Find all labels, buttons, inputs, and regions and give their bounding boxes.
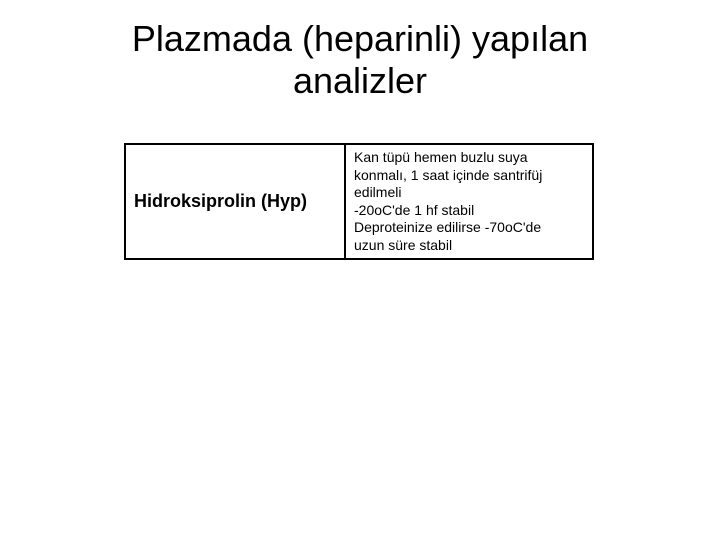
slide-title: Plazmada (heparinli) yapılan analizler — [0, 18, 720, 103]
instr-line: uzun süre stabil — [354, 237, 452, 253]
instr-line: edilmeli — [354, 184, 401, 200]
instr-line: konmalı, 1 saat içinde santrifüj — [354, 167, 542, 183]
instr-line: Kan tüpü hemen buzlu suya — [354, 149, 528, 165]
table-row: Hidroksiprolin (Hyp) Kan tüpü hemen buzl… — [125, 144, 593, 259]
analyses-table: Hidroksiprolin (Hyp) Kan tüpü hemen buzl… — [124, 143, 594, 260]
slide: Plazmada (heparinli) yapılan analizler H… — [0, 0, 720, 540]
title-line-2: analizler — [293, 60, 427, 101]
analyte-name-cell: Hidroksiprolin (Hyp) — [125, 144, 345, 259]
title-line-1: Plazmada (heparinli) yapılan — [132, 18, 588, 59]
instr-line: -20oC'de 1 hf stabil — [354, 202, 474, 218]
analyte-instructions-cell: Kan tüpü hemen buzlu suya konmalı, 1 saa… — [345, 144, 593, 259]
instr-line: Deproteinize edilirse -70oC'de — [354, 219, 541, 235]
